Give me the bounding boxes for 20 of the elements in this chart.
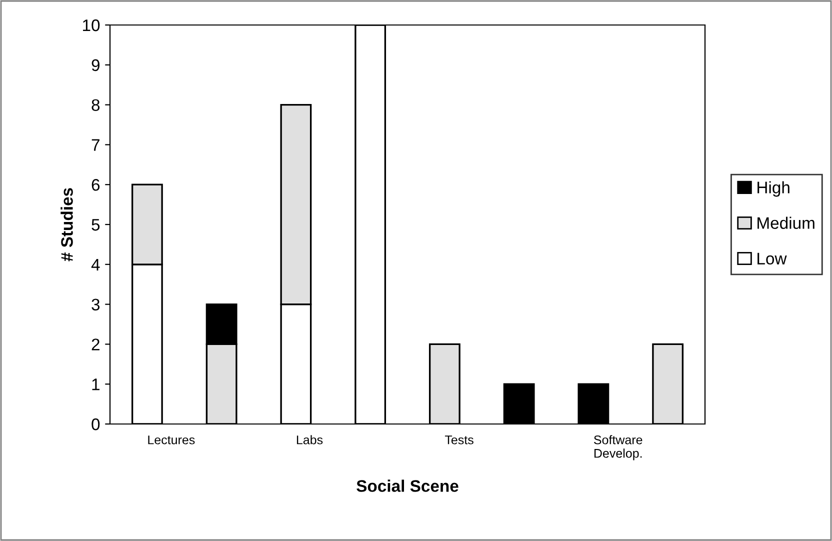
y-tick-label: 3 (92, 298, 100, 311)
x-tick-label: Software Develop. (594, 435, 642, 460)
y-tick-label: 1 (92, 378, 100, 390)
y-tick-label: 5 (92, 219, 100, 231)
y-axis-title: # Studies (60, 188, 73, 262)
x-tick-label: Labs (296, 435, 323, 444)
legend-label: Low (758, 252, 787, 265)
legend-label: High (758, 181, 790, 197)
x-tick-label: Tests (444, 436, 474, 444)
x-tick-label: Lectures (148, 436, 195, 444)
x-axis-title: Social Scene (356, 480, 458, 492)
y-tick-label: 4 (91, 258, 100, 270)
y-tick-label: 0 (92, 418, 100, 430)
legend-label: Medium (758, 216, 814, 229)
y-tick-label: 10 (83, 19, 100, 32)
y-tick-label: 7 (92, 139, 100, 151)
y-tick-label: 8 (92, 99, 100, 112)
y-tick-label: 6 (92, 179, 100, 191)
y-tick-label: 9 (92, 59, 100, 72)
y-tick-label: 2 (92, 338, 100, 350)
